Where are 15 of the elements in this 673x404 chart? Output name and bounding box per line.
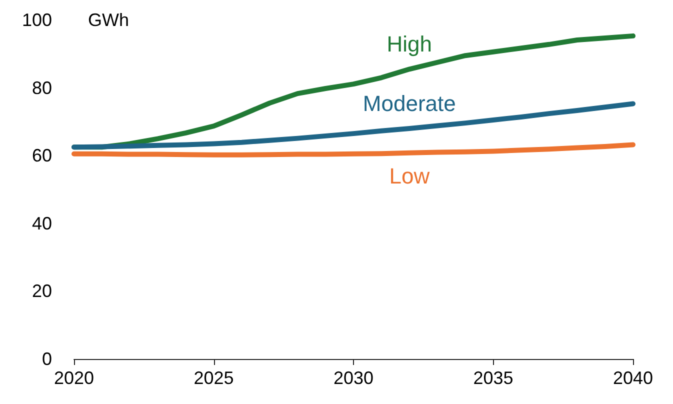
x-tick-label: 2040 — [612, 368, 654, 388]
x-tick-label: 2025 — [194, 368, 234, 388]
y-tick-label: 20 — [32, 281, 52, 302]
y-tick-label: 40 — [32, 213, 52, 234]
x-tick-label: 2020 — [54, 368, 94, 388]
y-tick-label: 80 — [32, 78, 52, 98]
series-label: Moderate — [362, 90, 456, 116]
series-label: High — [386, 32, 432, 57]
y-tick-label: 60 — [32, 146, 52, 166]
x-tick-label: 2030 — [333, 368, 374, 388]
y-tick-label: 100 — [22, 10, 52, 30]
y-tick-label: 0 — [42, 349, 52, 369]
series-label: Low — [389, 163, 430, 188]
y-axis-title: GWh — [88, 10, 130, 30]
x-tick-label: 2035 — [473, 368, 514, 388]
